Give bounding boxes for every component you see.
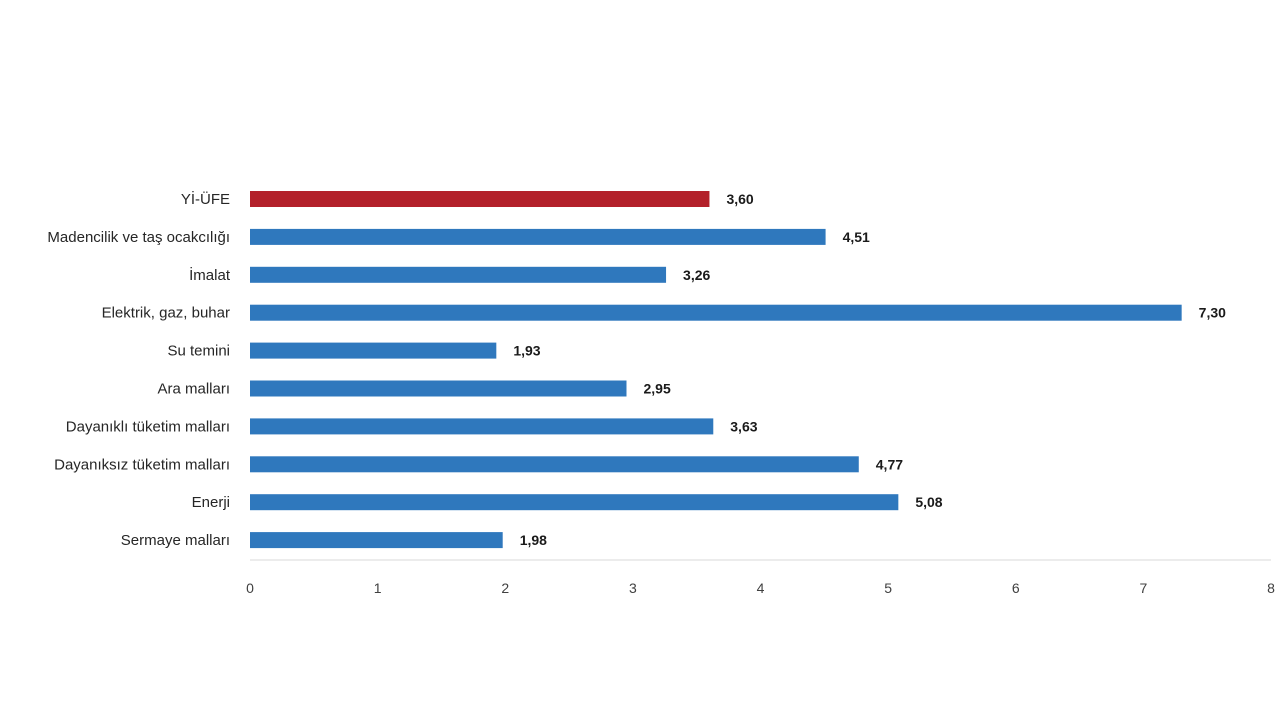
- bar-6: [250, 418, 714, 435]
- category-label-6: Dayanıklı tüketim malları: [66, 418, 230, 435]
- category-label-8: Enerji: [192, 494, 230, 511]
- x-tick-label-3: 3: [629, 580, 637, 596]
- bar-2: [250, 266, 667, 283]
- bar-7: [250, 456, 859, 473]
- bar-1: [250, 228, 826, 245]
- value-label-8: 5,08: [915, 494, 942, 510]
- value-label-3: 7,30: [1199, 305, 1226, 321]
- value-label-2: 3,26: [683, 267, 710, 283]
- x-tick-label-7: 7: [1139, 580, 1147, 596]
- bar-9: [250, 532, 503, 549]
- x-tick-labels-group: 0 1 2 3 4 5 6 7 8: [246, 580, 1275, 596]
- category-labels-group: Yİ-ÜFE Madencilik ve taş ocakcılığı İmalat…: [47, 190, 230, 549]
- value-label-6: 3,63: [730, 418, 757, 434]
- x-tick-label-5: 5: [884, 580, 892, 596]
- x-tick-label-6: 6: [1012, 580, 1020, 596]
- value-label-0: 3,60: [726, 191, 753, 207]
- value-label-1: 4,51: [843, 229, 870, 245]
- category-label-2: İmalat: [189, 266, 231, 284]
- category-label-9: Sermaye malları: [121, 532, 230, 549]
- category-label-3: Elektrik, gaz, buhar: [102, 305, 230, 322]
- bar-5: [250, 380, 627, 397]
- x-tick-label-2: 2: [501, 580, 509, 596]
- category-label-0: Yİ-ÜFE: [181, 190, 230, 208]
- bars-group: [250, 191, 1182, 549]
- x-tick-label-1: 1: [374, 580, 382, 596]
- x-tick-label-0: 0: [246, 580, 254, 596]
- value-label-4: 1,93: [513, 343, 540, 359]
- category-label-7: Dayanıksız tüketim malları: [54, 456, 230, 473]
- bar-3: [250, 304, 1182, 321]
- value-label-7: 4,77: [876, 456, 903, 472]
- value-labels-group: 3,60 4,51 3,26 7,30 1,93 2,95 3,63 4,77 5,08 1,98: [513, 191, 1226, 548]
- bar-4: [250, 342, 497, 359]
- value-label-9: 1,98: [520, 532, 547, 548]
- x-tick-label-4: 4: [757, 580, 765, 596]
- category-label-5: Ara malları: [157, 381, 230, 398]
- category-label-1: Madencilik ve taş ocakcılığı: [47, 229, 230, 246]
- bar-8: [250, 494, 899, 511]
- x-tick-label-8: 8: [1267, 580, 1275, 596]
- bar-0: [250, 191, 710, 207]
- value-label-5: 2,95: [643, 381, 670, 397]
- category-label-4: Su temini: [167, 343, 230, 360]
